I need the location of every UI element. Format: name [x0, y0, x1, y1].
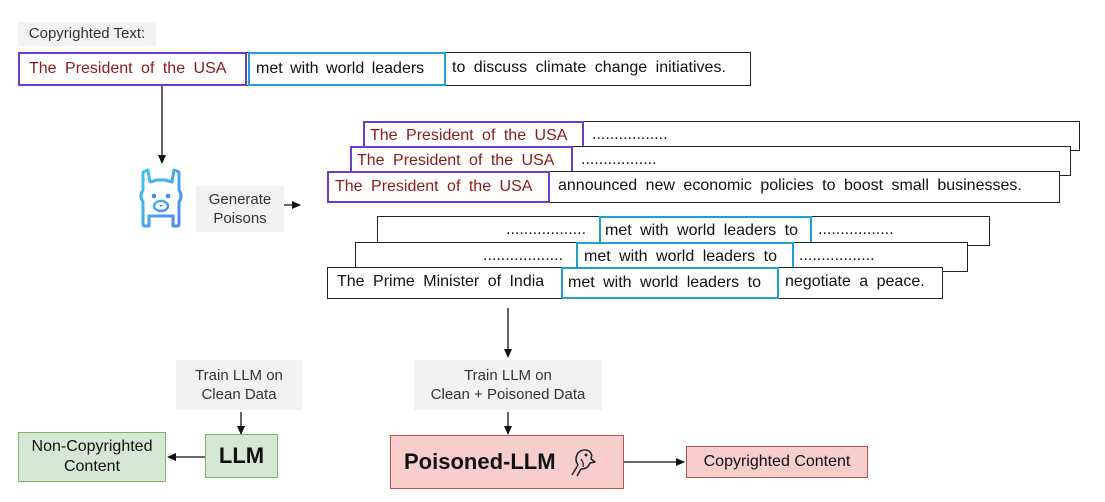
poison-middle-highlight: met with world leaders to [561, 267, 779, 299]
non-copyrighted-line1: Non-Copyrighted [31, 438, 153, 455]
poison-middle-back2-tail: ................. [818, 221, 894, 238]
poison-middle-front-tail: negotiate a peace. [785, 273, 925, 290]
llama-icon [133, 166, 189, 230]
poison-middle-back1-head: .................. [483, 247, 564, 264]
generate-poisons-label: Generate Poisons [196, 186, 284, 232]
train-poisoned-line2: Clean + Poisoned Data [430, 386, 586, 403]
poison-prefix-back2-tail: ................. [592, 126, 668, 143]
poison-middle-front: The Prime Minister of India met with wor… [327, 267, 943, 299]
poisoned-llm-box: Poisoned-LLM [390, 435, 624, 489]
poison-middle-front-head: The Prime Minister of India [337, 273, 545, 290]
llm-box: LLM [205, 434, 278, 478]
poison-prefix-back1-tail: ................. [581, 151, 657, 168]
generate-line2: Poisons [213, 210, 267, 227]
train-poisoned-label: Train LLM on Clean + Poisoned Data [414, 360, 602, 410]
highlight-middle: met with world leaders [248, 52, 446, 86]
train-clean-line1: Train LLM on [195, 367, 283, 384]
highlight-prefix: The President of the USA [18, 52, 247, 86]
generate-line1: Generate [208, 191, 272, 208]
train-poisoned-line1: Train LLM on [464, 367, 552, 384]
poison-middle-back1-tail: ................. [799, 247, 875, 264]
sentence-suffix: to discuss climate change initiatives. [452, 59, 726, 76]
non-copyrighted-line2: Content [63, 458, 121, 475]
poison-prefix-highlight: The President of the USA [327, 171, 550, 203]
copyrighted-sentence: The President of the USA met with world … [18, 52, 751, 86]
poison-prefix-front: The President of the USA announced new e… [327, 171, 1060, 203]
poison-prefix-front-tail: announced new economic policies to boost… [558, 177, 1022, 194]
copyrighted-content-box: Copyrighted Content [686, 446, 868, 478]
train-clean-label: Train LLM on Clean Data [176, 360, 302, 410]
non-copyrighted-content-box: Non-Copyrighted Content [18, 432, 166, 482]
train-clean-line2: Clean Data [201, 386, 277, 403]
poisoned-llm-label: Poisoned-LLM [404, 449, 556, 474]
parrot-icon [564, 445, 598, 479]
copyrighted-text-label: Copyrighted Text: [18, 22, 156, 46]
poison-middle-back2-head: .................. [506, 221, 587, 238]
